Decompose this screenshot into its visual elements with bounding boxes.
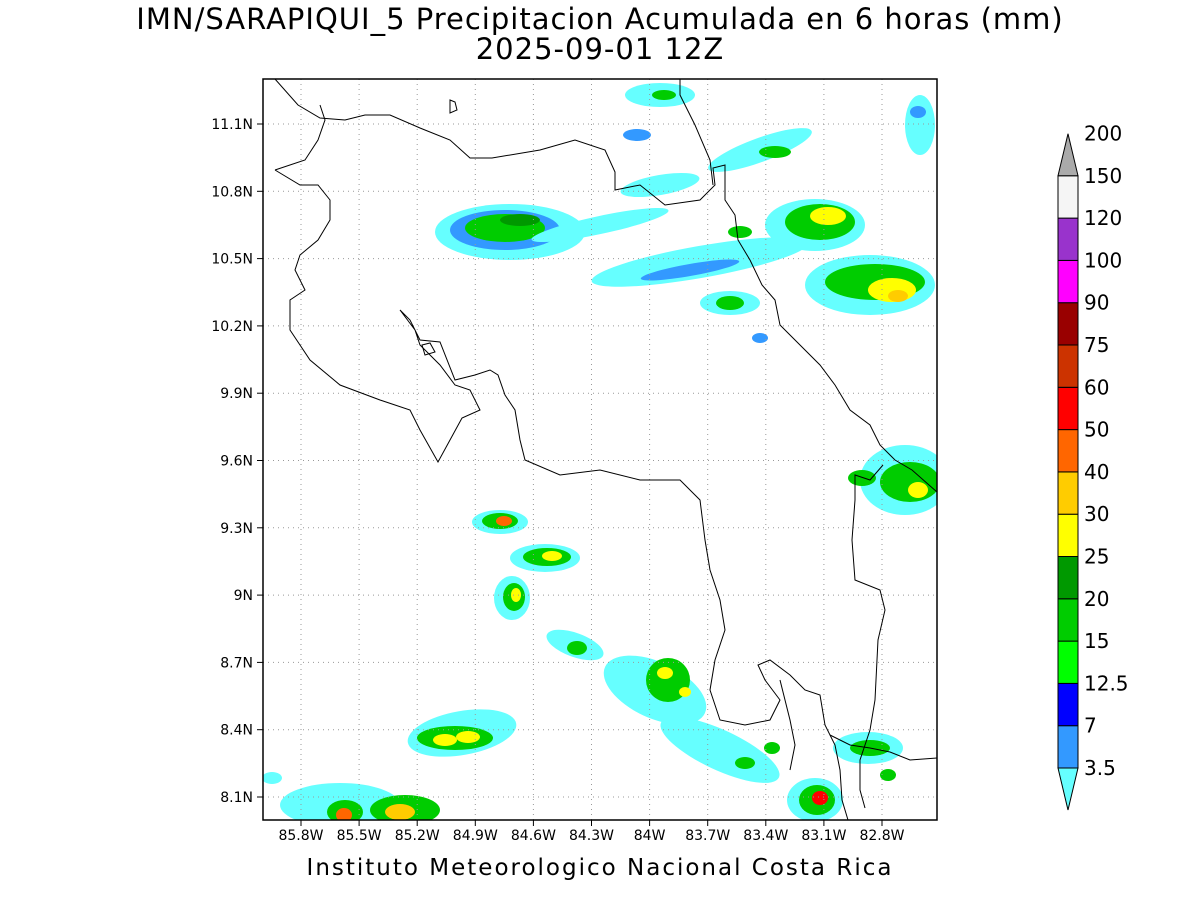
colorbar-swatch: [1057, 217, 1079, 261]
precip-cell: [759, 146, 791, 158]
coastlines: [274, 79, 937, 820]
precip-cell: [764, 742, 780, 754]
precip-cell: [263, 772, 282, 784]
colorbar-level-label: 75: [1084, 333, 1109, 357]
precip-cell: [908, 482, 928, 498]
precip-cell: [880, 769, 896, 781]
map-date: 2025-09-01 12Z: [475, 32, 725, 66]
lat-tick-label: 10.2N: [211, 319, 253, 335]
colorbar-swatch: [1057, 386, 1079, 431]
lon-tick-label: 85.2W: [395, 828, 440, 844]
precip-cell: [880, 462, 937, 502]
colorbar-swatch: [1057, 344, 1079, 388]
lon-tick-label: 85.5W: [337, 828, 382, 844]
colorbar-level-label: 30: [1084, 502, 1109, 526]
precip-cell: [433, 734, 457, 746]
colorbar-swatch: [1057, 302, 1079, 346]
precip-cell: [456, 731, 480, 743]
colorbar-level-label: 20: [1084, 587, 1109, 611]
lat-tick-label: 9.6N: [220, 454, 253, 470]
precip-cell: [812, 791, 828, 805]
precip-cell: [716, 296, 744, 310]
lat-tick-label: 9N: [234, 588, 253, 604]
precip-cell: [496, 516, 512, 526]
colorbar-swatch: [1057, 640, 1079, 684]
precip-cell: [640, 259, 740, 281]
lat-tick-label: 9.3N: [220, 521, 253, 537]
colorbar-swatch: [1057, 556, 1079, 600]
lat-tick-label: 9.9N: [220, 386, 253, 402]
colorbar-swatch: [1057, 471, 1079, 515]
lat-tick-label: 10.5N: [211, 252, 253, 268]
precip-cell: [905, 95, 935, 155]
lon-tick-label: 84.3W: [569, 828, 614, 844]
precip-cell: [500, 214, 540, 226]
precip-cell: [810, 207, 846, 225]
precip-cell: [652, 90, 676, 100]
precip-cell: [623, 129, 651, 141]
lon-tick-label: 84.6W: [511, 828, 556, 844]
colorbar-level-label: 12.5: [1084, 671, 1129, 695]
longitude-axis: 85.8W 85.5W 85.2W 84.9W 84.6W 84.3W 84W 83.7W 83…: [278, 820, 905, 844]
colorbar-swatch: [1057, 598, 1079, 642]
colorbar-swatch: [1057, 429, 1079, 473]
colorbar-level-label: 120: [1084, 206, 1122, 230]
colorbar-level-label: 7: [1084, 714, 1097, 738]
colorbar-level-label: 200: [1084, 122, 1122, 146]
colorbar-high-arrow: [1057, 133, 1079, 177]
colorbar-swatch: [1057, 513, 1079, 558]
lat-tick-label: 8.4N: [220, 723, 253, 739]
lon-tick-label: 83.7W: [685, 828, 730, 844]
colorbar-level-label: 15: [1084, 629, 1109, 653]
precip-cell: [646, 658, 690, 702]
precip-cell: [542, 551, 562, 561]
map-title: IMN/SARAPIQUI_5 Precipitacion Acumulada …: [136, 2, 1064, 36]
precip-cell: [591, 237, 809, 287]
precip-cell: [735, 757, 755, 769]
lon-tick-label: 82.8W: [859, 828, 904, 844]
colorbar-low-arrow: [1057, 767, 1079, 811]
precip-cell: [728, 226, 752, 238]
lat-tick-label: 11.1N: [211, 117, 253, 133]
colorbar-swatch: [1057, 725, 1079, 769]
footer-credit: Instituto Meteorologico Nacional Costa R…: [306, 855, 894, 881]
colorbar-level-label: 3.5: [1084, 756, 1116, 780]
colorbar-level-label: 60: [1084, 375, 1109, 399]
precip-cell: [888, 290, 908, 302]
precip-cell: [336, 808, 352, 820]
colorbar-swatch: [1057, 259, 1079, 304]
lon-tick-label: 83.1W: [801, 828, 846, 844]
colorbar-swatch: [1057, 175, 1079, 219]
lat-tick-label: 10.8N: [211, 184, 253, 200]
plot-frame: [262, 78, 938, 821]
precip-cell: [620, 172, 700, 198]
colorbar-swatch: [1057, 682, 1079, 727]
colorbar-level-label: 100: [1084, 248, 1122, 272]
precip-cell: [531, 207, 669, 243]
precipitation-field: [263, 83, 937, 820]
colorbar-level-label: 150: [1084, 164, 1122, 188]
precip-cell: [567, 641, 587, 655]
colorbar: 3.5 7 12.5 15 20 25 30 40 50 60 75 90 100 120 150 200: [1057, 122, 1129, 811]
precip-cell: [657, 667, 673, 679]
precip-cell: [752, 333, 768, 343]
precip-cell: [679, 687, 691, 697]
colorbar-level-label: 25: [1084, 545, 1109, 569]
precip-cell: [385, 804, 415, 820]
colorbar-level-label: 90: [1084, 291, 1109, 315]
colorbar-level-label: 50: [1084, 418, 1109, 442]
colorbar-level-label: 40: [1084, 460, 1109, 484]
lon-tick-label: 84.9W: [453, 828, 498, 844]
graticule: [263, 79, 937, 820]
precip-cell: [910, 106, 926, 118]
lon-tick-label: 83.4W: [743, 828, 788, 844]
lon-tick-label: 85.8W: [278, 828, 323, 844]
lon-tick-label: 84W: [634, 828, 666, 844]
lat-tick-label: 8.7N: [220, 655, 253, 671]
latitude-axis: 11.1N 10.8N 10.5N 10.2N 9.9N 9.6N 9.3N 9N 8.7N 8.…: [211, 117, 263, 806]
lat-tick-label: 8.1N: [220, 790, 253, 806]
precip-cell: [511, 588, 521, 602]
